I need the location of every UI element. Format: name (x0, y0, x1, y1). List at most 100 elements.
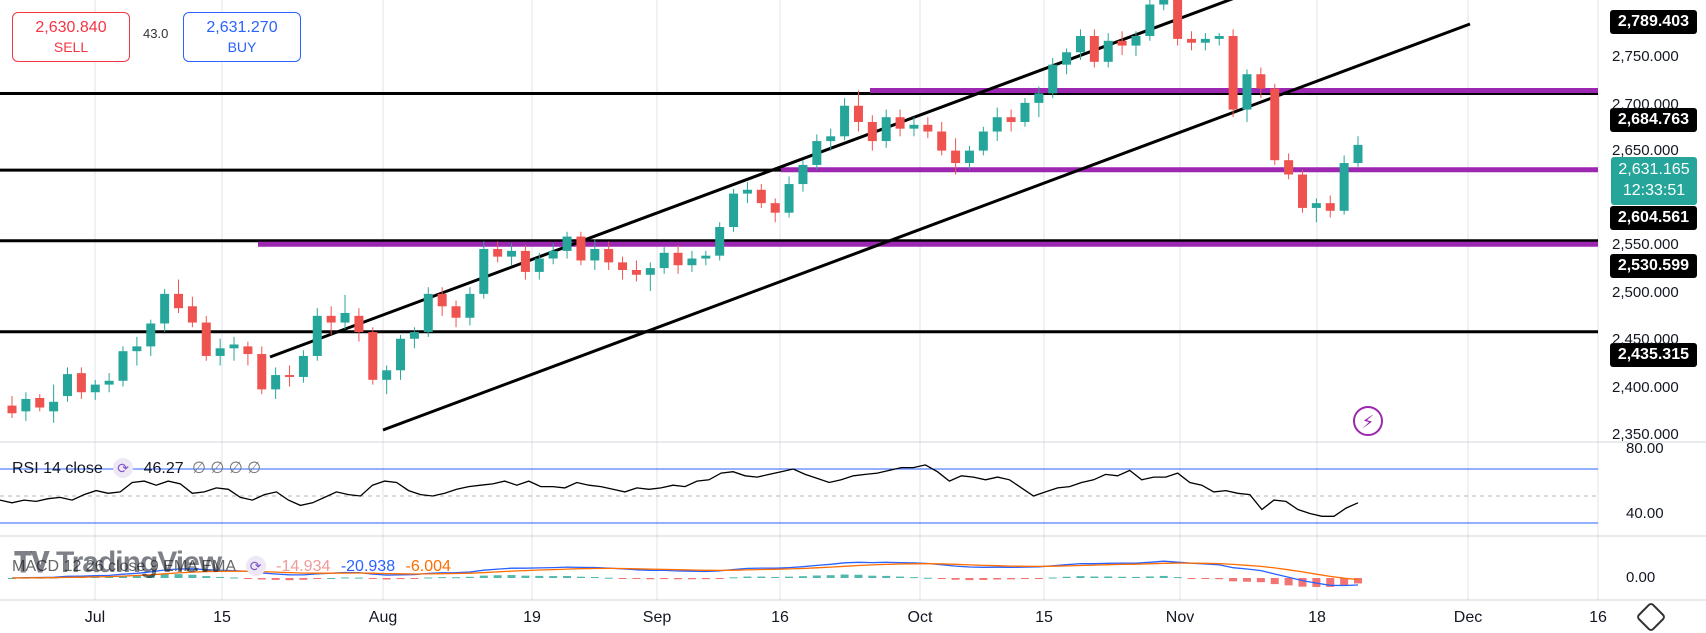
macd-histogram-bar (715, 578, 724, 579)
candle-up (1131, 36, 1141, 46)
rsi-settings-icon[interactable]: ⟳ (113, 458, 134, 478)
candle-down (285, 375, 295, 377)
macd-histogram-bar (798, 576, 807, 578)
macd-histogram-bar (341, 577, 350, 579)
buy-label: BUY (227, 39, 257, 55)
sell-button[interactable]: 2,630.840 SELL (12, 12, 130, 62)
macd-histogram-bar (202, 576, 211, 578)
price-tag-level-3: 2,604.561 (1609, 206, 1697, 230)
rsi-axis-label: 40.00 (1626, 505, 1664, 522)
candle-up (382, 370, 392, 380)
macd-histogram-bar (743, 576, 752, 578)
macd-histogram-bar (271, 578, 280, 580)
candle-up (21, 398, 31, 412)
macd-histogram-bar (882, 575, 891, 578)
buy-button[interactable]: 2,631.270 BUY (183, 12, 301, 62)
candle-up (798, 164, 808, 185)
macd-histogram-bar (105, 576, 114, 578)
candle-up (215, 348, 225, 356)
candle-down (1186, 38, 1196, 43)
price-axis-label: 2,350.000 (1612, 426, 1679, 443)
macd-histogram-bar (368, 578, 377, 579)
candle-up (423, 293, 433, 333)
candle-down (1284, 160, 1294, 175)
candle-up (1062, 52, 1072, 65)
price-tag-level-2: 2,684.763 (1609, 108, 1697, 132)
macd-histogram-bar (1090, 576, 1099, 578)
candle-down (756, 189, 766, 204)
candle-down (853, 105, 863, 122)
current-price: 2,631.165 (1618, 161, 1690, 178)
macd-histogram-bar (812, 575, 821, 578)
rsi-legend-value: 46.27 (143, 460, 184, 477)
time-axis-label: 16 (1589, 609, 1607, 626)
candle-down (35, 397, 45, 408)
tradingview-watermark: 𝐓𝐕 TradingView (14, 546, 222, 580)
macd-histogram-bar (285, 578, 294, 581)
candle-down (493, 248, 503, 257)
candle-down (923, 124, 933, 132)
candle-down (1117, 40, 1127, 46)
macd-histogram-bar (1201, 578, 1210, 579)
candle-up (534, 258, 544, 272)
tradingview-wordmark: TradingView (55, 546, 222, 579)
price-axis-label: 2,650.000 (1612, 142, 1679, 159)
candle-down (867, 121, 877, 142)
candle-up (590, 248, 600, 261)
macd-histogram-bar (826, 575, 835, 578)
candle-down (673, 252, 683, 266)
candle-up (687, 258, 697, 266)
price-axis-label: 2,700.000 (1612, 96, 1679, 113)
time-axis-label: 18 (1308, 609, 1326, 626)
macd-legend[interactable]: MACD 12 26 close 9 EMA EMA ⟳ -14.934 -20… (12, 556, 451, 576)
macd-histogram-bar (8, 578, 16, 579)
macd-histogram-bar (132, 575, 141, 578)
lightning-icon[interactable]: ⚡ (1353, 406, 1383, 436)
spread-value: 43.0 (143, 26, 169, 41)
candle-up (1353, 144, 1363, 164)
macd-histogram-bar (937, 578, 946, 579)
macd-histogram-bar (119, 576, 128, 578)
time-axis-label: 15 (1035, 609, 1053, 626)
macd-legend-label: MACD 12 26 close 9 EMA EMA (12, 558, 236, 575)
candle-up (1214, 36, 1224, 39)
candle-up (1034, 93, 1044, 103)
rsi-legend-extra: ∅ ∅ ∅ ∅ (192, 460, 262, 477)
candle-up (548, 250, 558, 259)
candle-up (90, 384, 100, 393)
candle-down (174, 293, 184, 309)
price-axis-label: 2,400.000 (1612, 379, 1679, 396)
macd-histogram-bar (1007, 578, 1016, 580)
macd-histogram-bar (1354, 578, 1362, 584)
macd-histogram-bar (604, 577, 613, 579)
candle-up (1339, 163, 1349, 211)
macd-histogram-bar (576, 576, 585, 578)
time-axis-label: Jul (84, 609, 106, 626)
macd-histogram-bar (1104, 576, 1113, 578)
candle-up (1145, 4, 1155, 37)
macd-histogram-bar (1131, 576, 1140, 578)
macd-histogram-bar (1229, 578, 1238, 582)
candle-up (1020, 102, 1030, 122)
macd-histogram-bar (1298, 578, 1307, 587)
rsi-legend[interactable]: RSI 14 close ⟳ 46.27 ∅ ∅ ∅ ∅ (12, 458, 261, 478)
macd-settings-icon[interactable]: ⟳ (245, 556, 266, 576)
macd-histogram-bar (465, 576, 474, 578)
macd-histogram-bar (243, 578, 252, 579)
candle-up (964, 150, 974, 164)
macd-histogram-bar (1215, 578, 1224, 580)
candle-up (1311, 203, 1321, 208)
macd-histogram-bar (354, 577, 363, 579)
macd-histogram-bar (257, 578, 266, 580)
candle-up (465, 293, 475, 318)
price-axis-label: 2,550.000 (1612, 236, 1679, 253)
candle-up (645, 268, 655, 275)
macd-histogram-bar (410, 578, 419, 579)
macd-histogram-bar (1062, 576, 1071, 578)
macd-histogram-bar (535, 575, 544, 578)
macd-histogram-bar (965, 578, 974, 581)
macd-histogram-bar (424, 577, 433, 579)
candle-up (63, 374, 73, 397)
